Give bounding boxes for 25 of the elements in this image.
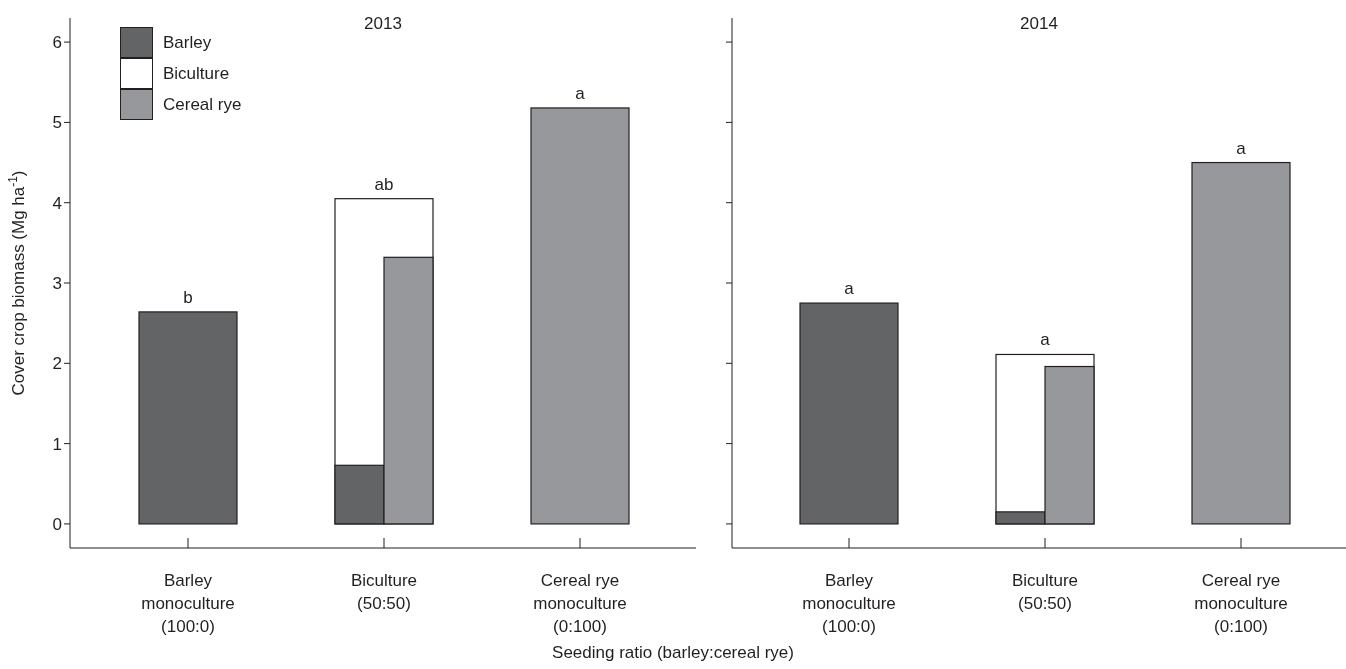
annotation: a — [1040, 330, 1051, 350]
y-tick-label: 1 — [52, 434, 62, 454]
x-axis-title: Seeding ratio (barley:cereal rye) — [551, 643, 795, 663]
annotation: ab — [374, 174, 394, 194]
x-tick-label: Cereal rye monoculture (0:100) — [1194, 571, 1288, 636]
y-tick-label: 0 — [52, 514, 62, 534]
chart-title: 2013 — [363, 14, 403, 34]
x-tick-label: Biculture (50:50) — [350, 571, 418, 613]
y-tick-label: 3 — [52, 274, 62, 294]
annotation: b — [183, 287, 193, 307]
x-tick-label: Biculture (50:50) — [1011, 571, 1079, 613]
y-tick-label: 5 — [52, 113, 62, 133]
legend-label: Biculture — [163, 63, 230, 84]
y-tick-label: 4 — [52, 193, 62, 213]
legend-label: Barley — [163, 32, 212, 53]
chart-title: 2014 — [1019, 14, 1059, 34]
annotation: a — [575, 83, 586, 103]
y-tick-label: 2 — [52, 354, 62, 374]
annotation: a — [1236, 138, 1247, 158]
x-tick-label: Barley monoculture (100:0) — [802, 571, 896, 636]
y-tick-label: 6 — [52, 33, 62, 53]
legend-label: Cereal rye — [163, 94, 242, 115]
annotation: a — [844, 279, 855, 299]
x-tick-label: Barley monoculture (100:0) — [141, 571, 235, 636]
x-tick-label: Cereal rye monoculture (0:100) — [533, 571, 627, 636]
